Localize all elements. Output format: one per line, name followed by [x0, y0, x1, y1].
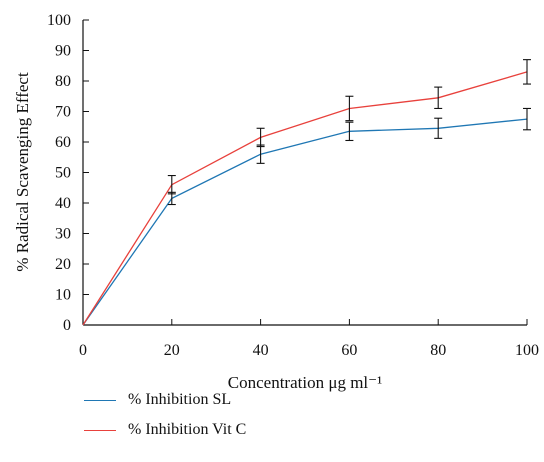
y-tick-label: 70 [55, 104, 71, 121]
legend-item-vitc: % Inhibition Vit C [84, 415, 246, 445]
x-tick-label: 40 [253, 342, 269, 359]
error-bar [167, 175, 176, 195]
y-tick-label: 10 [55, 287, 71, 304]
y-tick-label: 100 [47, 12, 71, 29]
error-bar [256, 144, 265, 164]
error-bar [345, 121, 354, 142]
legend-item-sl: % Inhibition SL [84, 385, 246, 415]
legend-swatch-vitc [84, 429, 116, 431]
x-tick-label: 100 [515, 342, 539, 359]
y-tick-label: 90 [55, 43, 71, 60]
error-bar [345, 95, 354, 122]
y-tick-label: 40 [55, 195, 71, 212]
legend-label-sl: % Inhibition SL [128, 391, 232, 408]
series-lines [82, 71, 528, 326]
error-bars [167, 59, 531, 206]
error-bar [434, 86, 443, 109]
x-tick-label: 80 [430, 342, 446, 359]
y-tick-label: 20 [55, 256, 71, 273]
x-axis-title: Concentration μg ml⁻¹ [228, 373, 382, 392]
x-tick-label: 20 [164, 342, 180, 359]
y-tick-label: 50 [55, 165, 71, 182]
y-axis-title: % Radical Scavenging Effect [13, 72, 32, 272]
y-tick-label: 0 [63, 317, 71, 334]
x-tick-label: 0 [79, 342, 87, 359]
x-axis-ticks: 0 20 40 60 80 100 [79, 319, 539, 359]
error-bar [434, 117, 443, 139]
error-bar [256, 127, 265, 148]
legend-label-vitc: % Inhibition Vit C [128, 421, 247, 438]
error-bar [523, 107, 531, 131]
y-axis-ticks: 0 10 20 30 40 50 60 70 80 90 100 [47, 12, 89, 334]
y-tick-label: 80 [55, 73, 71, 90]
y-tick-label: 30 [55, 226, 71, 243]
axes [82, 20, 527, 326]
error-bar [523, 59, 531, 85]
series-line-0 [82, 118, 528, 326]
legend: % Inhibition SL % Inhibition Vit C [84, 385, 246, 445]
series-line-1 [82, 71, 528, 326]
x-tick-label: 60 [341, 342, 357, 359]
y-tick-label: 60 [55, 134, 71, 151]
legend-swatch-sl [84, 399, 116, 401]
